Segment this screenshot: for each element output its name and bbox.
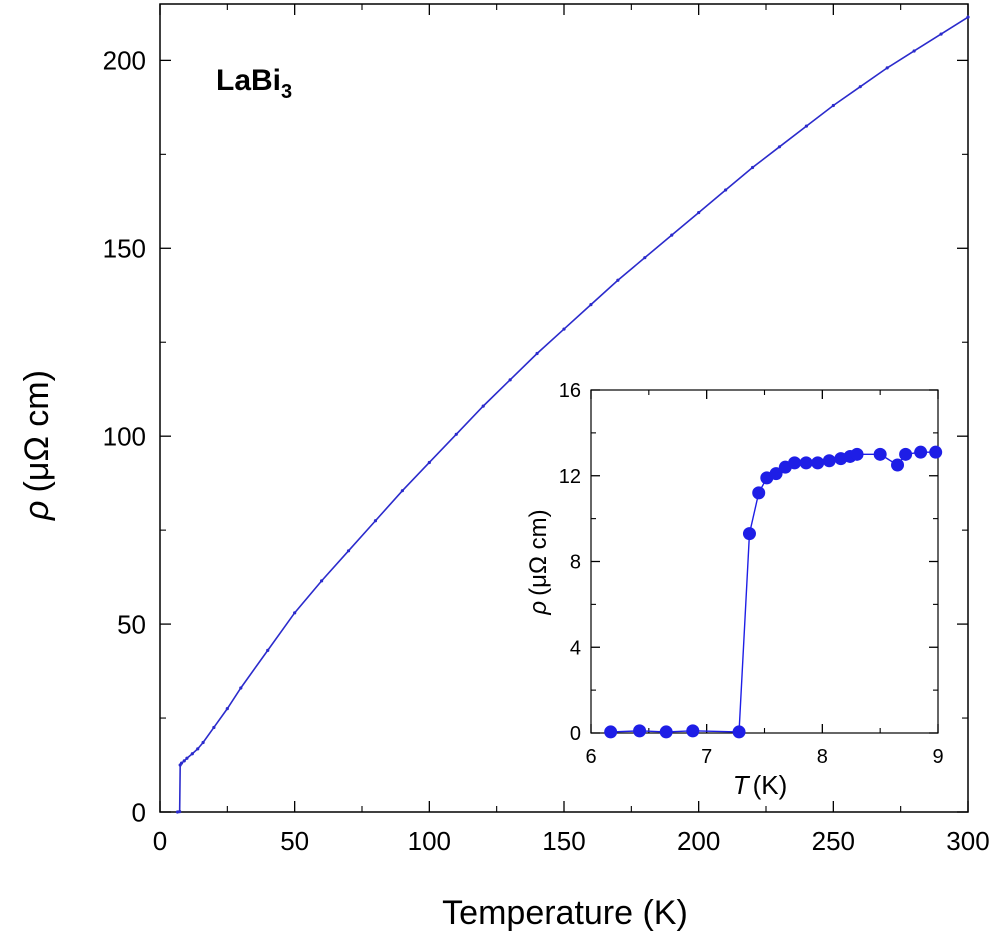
data-point <box>604 725 618 739</box>
data-point <box>732 725 746 739</box>
x-tick-label: 8 <box>817 746 828 768</box>
x-tick-label: 0 <box>153 826 167 856</box>
x-tick-label: 200 <box>677 826 720 856</box>
inset-background <box>591 390 938 733</box>
data-point <box>633 724 647 738</box>
y-tick-label: 8 <box>570 552 581 574</box>
sample-label-subscript: 3 <box>281 81 292 103</box>
x-tick-label: 250 <box>812 826 855 856</box>
inset-y-axis-title-unit: (μΩ cm) <box>525 509 552 595</box>
inset-y-axis-title-symbol: ρ <box>525 601 552 616</box>
data-point <box>914 445 928 459</box>
data-point <box>788 456 802 470</box>
inset-x-axis-title: T (K) <box>733 770 788 800</box>
x-tick-label: 7 <box>701 746 712 768</box>
data-point <box>799 456 813 470</box>
data-point <box>899 447 913 461</box>
inset-plot: 6 7 8 9 0 4 8 12 16 T (K) ρ (μΩ cm) <box>525 380 944 800</box>
x-tick-label: 6 <box>585 746 596 768</box>
main-series-line <box>177 16 969 813</box>
y-tick-label: 0 <box>570 723 581 745</box>
main-plot: 0 50 100 150 200 250 300 0 50 100 150 200 LaBi3 Tem… <box>18 3 990 932</box>
data-point <box>822 454 836 468</box>
inset-x-axis-title-unit: (K) <box>753 770 788 800</box>
y-axis-title-symbol: ρ <box>18 500 56 520</box>
y-tick-label: 100 <box>103 422 146 452</box>
data-point <box>686 724 700 738</box>
data-point <box>769 467 783 481</box>
data-point <box>873 447 887 461</box>
x-tick-label: 50 <box>280 826 309 856</box>
y-tick-label: 150 <box>103 234 146 264</box>
y-tick-label: 16 <box>559 380 581 402</box>
y-tick-label: 12 <box>559 466 581 488</box>
sample-label: LaBi3 <box>216 64 292 103</box>
y-tick-label: 50 <box>117 609 146 639</box>
y-axis-title-unit: (μΩ cm) <box>18 370 56 492</box>
data-point <box>891 458 905 472</box>
x-tick-label: 100 <box>408 826 451 856</box>
data-point <box>742 527 756 541</box>
data-point <box>811 456 825 470</box>
data-point <box>659 725 673 739</box>
x-tick-label: 150 <box>542 826 585 856</box>
y-tick-label: 200 <box>103 46 146 76</box>
inset-y-axis-title: ρ (μΩ cm) <box>525 509 552 615</box>
y-tick-label: 4 <box>570 637 581 659</box>
data-point <box>929 445 943 459</box>
data-point <box>752 486 766 500</box>
x-tick-label: 300 <box>946 826 989 856</box>
x-axis-title: Temperature (K) <box>442 894 688 932</box>
inset-points <box>604 445 943 739</box>
sample-label-main: LaBi <box>216 64 281 97</box>
inset-ticks: 6 7 8 9 0 4 8 12 16 <box>559 380 944 768</box>
data-point <box>850 447 864 461</box>
y-axis-title: ρ (μΩ cm) <box>18 370 56 521</box>
inset-x-axis-title-symbol: T <box>733 770 751 800</box>
x-tick-label: 9 <box>932 746 943 768</box>
y-tick-label: 0 <box>132 797 146 827</box>
